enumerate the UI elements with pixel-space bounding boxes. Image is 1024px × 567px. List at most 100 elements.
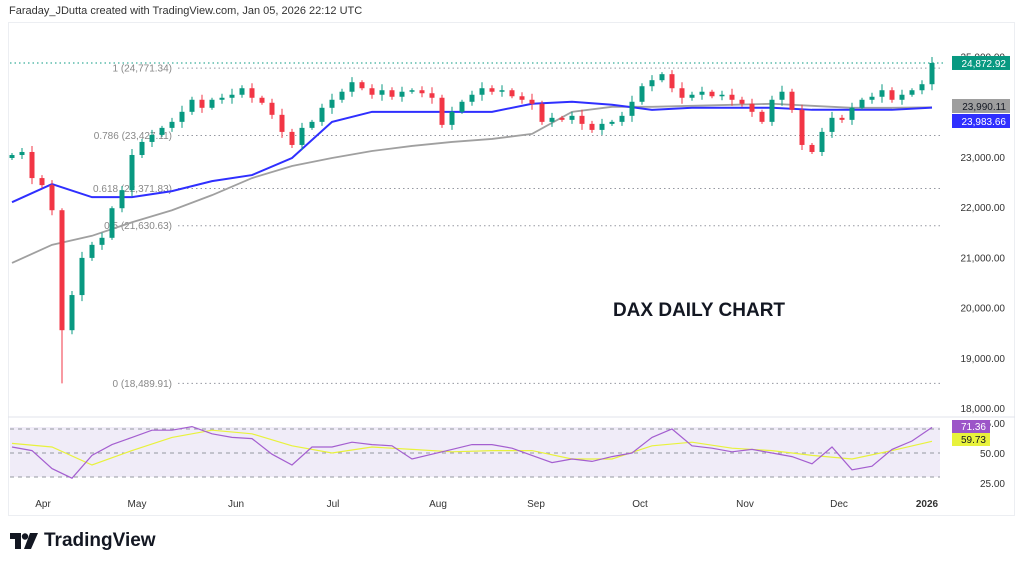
candle-body: [659, 74, 665, 81]
candle: [779, 85, 785, 106]
candle-body: [439, 97, 445, 125]
candle: [409, 88, 415, 94]
candle: [459, 99, 465, 114]
candle: [59, 208, 65, 384]
candle-body: [899, 94, 905, 100]
fib-label: 0 (18,489.91): [113, 379, 173, 390]
candle: [329, 93, 335, 114]
candle-body: [719, 94, 725, 97]
candle-body: [639, 86, 645, 102]
rsi-pane: [10, 425, 940, 479]
tradingview-logo: TradingView: [10, 530, 156, 552]
candle-body: [499, 90, 505, 92]
candle-body: [79, 257, 85, 296]
candle-body: [299, 127, 305, 145]
tradingview-logo-icon: [10, 533, 38, 549]
candle: [309, 119, 315, 130]
candle: [529, 93, 535, 110]
candle-body: [139, 141, 145, 155]
candle: [89, 241, 95, 261]
candle-body: [789, 91, 795, 110]
chart-attribution: Faraday_JDutta created with TradingView.…: [9, 5, 363, 17]
candle-body: [129, 154, 135, 191]
candle: [689, 91, 695, 101]
rsi-tick-label: 50.00: [980, 449, 1005, 460]
logo-text: TradingView: [44, 530, 156, 551]
candle: [749, 98, 755, 117]
candle-body: [799, 109, 805, 145]
candle: [249, 83, 255, 103]
last-price-tag: 24,872.92: [952, 55, 1010, 70]
candle-body: [609, 121, 615, 124]
candle: [889, 87, 895, 103]
candle: [709, 89, 715, 99]
candle-body: [699, 91, 705, 95]
candle: [479, 82, 485, 101]
candle-body: [559, 117, 565, 120]
candle: [849, 102, 855, 125]
rsi-value-tag: 71.36: [952, 420, 990, 433]
candle-body: [839, 117, 845, 120]
candle-body: [179, 111, 185, 122]
candle: [649, 75, 655, 92]
candle-body: [159, 127, 165, 135]
svg-text:24,872.92: 24,872.92: [962, 59, 1007, 70]
candle: [109, 206, 115, 240]
candle-body: [749, 103, 755, 112]
fib-label: 0.5 (21,630.63): [104, 221, 172, 232]
candle-body: [909, 90, 915, 95]
candle-body: [919, 84, 925, 91]
candle: [829, 111, 835, 138]
candle: [579, 109, 585, 130]
candle-body: [409, 90, 415, 92]
rsi-signal-tag: 59.73: [952, 433, 990, 446]
candle: [419, 86, 425, 98]
candle-body: [319, 107, 325, 122]
candle: [899, 89, 905, 105]
candle-body: [349, 82, 355, 92]
candle-body: [779, 91, 785, 100]
candle: [389, 87, 395, 100]
candle: [239, 85, 245, 98]
candle: [169, 117, 175, 132]
rsi-line: [11, 425, 933, 479]
candle-body: [729, 94, 735, 100]
candle-body: [479, 88, 485, 95]
candle: [219, 93, 225, 104]
candle: [509, 88, 515, 99]
candle: [199, 94, 205, 113]
candle-body: [449, 111, 455, 125]
candle: [599, 118, 605, 135]
candle-body: [229, 94, 235, 98]
candle-body: [39, 178, 45, 186]
candle-body: [689, 94, 695, 98]
candle: [569, 111, 575, 124]
candle: [9, 152, 15, 161]
candle-body: [679, 88, 685, 98]
price-tick-label: 20,000.00: [961, 304, 1006, 315]
candle: [29, 145, 35, 185]
candle: [909, 88, 915, 97]
candle-body: [429, 93, 435, 98]
candle: [79, 251, 85, 302]
time-tick-label: Sep: [527, 499, 545, 510]
candle: [729, 88, 735, 106]
candle: [39, 175, 45, 189]
candle-body: [59, 210, 65, 331]
candle: [279, 108, 285, 138]
candle-body: [629, 101, 635, 116]
candle: [209, 97, 215, 110]
candle: [549, 112, 555, 127]
candle: [869, 92, 875, 104]
candle: [299, 122, 305, 150]
price-tick-label: 18,000.00: [961, 404, 1006, 415]
candle: [289, 128, 295, 148]
candle: [49, 180, 55, 216]
candle: [429, 87, 435, 104]
candle: [439, 94, 445, 128]
svg-text:23,983.66: 23,983.66: [962, 117, 1007, 128]
candle-body: [509, 90, 515, 97]
candle: [139, 138, 145, 159]
candle-body: [829, 117, 835, 132]
